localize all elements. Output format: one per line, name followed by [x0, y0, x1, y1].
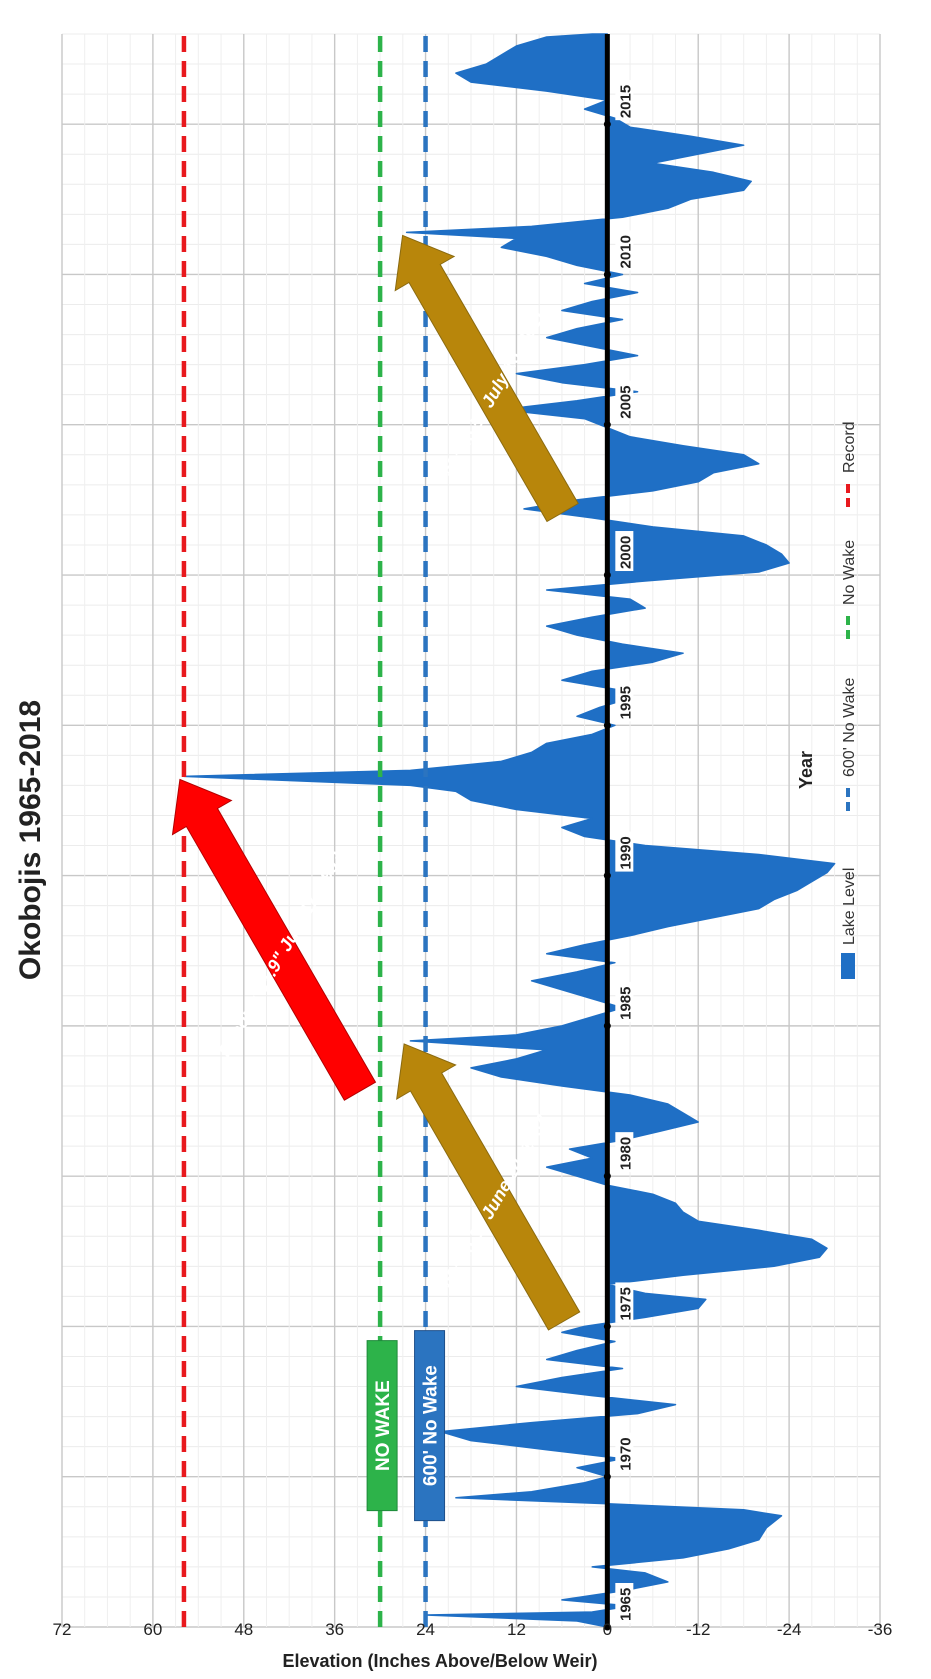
year-marker: [603, 1172, 611, 1180]
threshold-labels: NO WAKE 600' No Wake: [366, 1330, 446, 1522]
year-label: 1985: [617, 986, 634, 1019]
lake-level-area: [183, 33, 836, 1628]
legend-label: 600' No Wake: [841, 678, 858, 778]
year-marker: [603, 120, 611, 128]
year-marker: [603, 1322, 611, 1330]
year-marker: [603, 270, 611, 278]
year-marker: [603, 1473, 611, 1481]
legend-label: No Wake: [841, 540, 858, 605]
lake-level-series: [183, 33, 836, 1628]
year-label: 2000: [617, 536, 634, 569]
year-label-bg: [615, 1282, 634, 1323]
year-marker: [603, 421, 611, 429]
year-label: 1965: [617, 1588, 634, 1621]
annotation-arrow: [394, 234, 579, 523]
year-label: 2015: [617, 85, 634, 118]
year-marker: [603, 571, 611, 579]
y-tick-label: 72: [53, 1620, 72, 1639]
y-tick-label: -36: [868, 1620, 893, 1639]
y-tick-label: 12: [507, 1620, 526, 1639]
year-marker: [603, 1022, 611, 1030]
y-tick-label: 48: [234, 1620, 253, 1639]
year-label-bg: [615, 531, 634, 572]
year-label-bg: [615, 981, 634, 1022]
chart-title: Okobojis 1965-2018: [14, 700, 47, 980]
y-tick-label: -12: [686, 1620, 711, 1639]
year-label: 1980: [617, 1137, 634, 1170]
year-label-bg: [615, 831, 634, 872]
year-label-bg: [615, 230, 634, 271]
year-label: 1995: [617, 686, 634, 719]
x-axis: 1965 1970 1975 1980 1985 1990 1995 2000 2005 2010…: [603, 34, 634, 1631]
x-axis-label: Year: [796, 751, 816, 789]
threshold-box-label: NO WAKE: [373, 1380, 394, 1471]
year-label: 2010: [617, 235, 634, 268]
threshold-box: [414, 1330, 446, 1522]
year-marker: [603, 872, 611, 880]
year-label: 1970: [617, 1437, 634, 1470]
y-tick-label: -24: [777, 1620, 802, 1639]
legend-label: Lake Level: [841, 868, 858, 945]
year-label: 1990: [617, 836, 634, 869]
year-label-bg: [615, 380, 634, 421]
legend-label: Record: [841, 421, 858, 473]
y-tick-label: 0: [603, 1620, 612, 1639]
year-label-bg: [615, 681, 634, 722]
year-label-bg: [615, 80, 634, 121]
year-label-bg: [615, 1432, 634, 1473]
year-marker: [603, 1623, 611, 1631]
threshold-box: [366, 1340, 398, 1512]
year-label-bg: [615, 1583, 634, 1623]
y-axis: 72 60 48 36 24 12 0 -12 -24 -36: [53, 1620, 893, 1639]
threshold-box-label: 600' No Wake: [421, 1365, 442, 1486]
legend-swatch-lake-level: [841, 953, 855, 979]
annotation-arrow: [171, 778, 377, 1101]
y-axis-label: Elevation (Inches Above/Below Weir): [282, 1651, 597, 1671]
y-tick-label: 36: [325, 1620, 344, 1639]
y-tick-label: 24: [416, 1620, 435, 1639]
y-tick-label: 60: [143, 1620, 162, 1639]
legend: Lake Level 600' No Wake No Wake Record: [841, 421, 858, 979]
annotation-arrow: [396, 1043, 581, 1331]
year-marker: [603, 721, 611, 729]
year-label: 1975: [617, 1287, 634, 1320]
year-label: 2005: [617, 385, 634, 418]
year-label-bg: [615, 1132, 634, 1173]
